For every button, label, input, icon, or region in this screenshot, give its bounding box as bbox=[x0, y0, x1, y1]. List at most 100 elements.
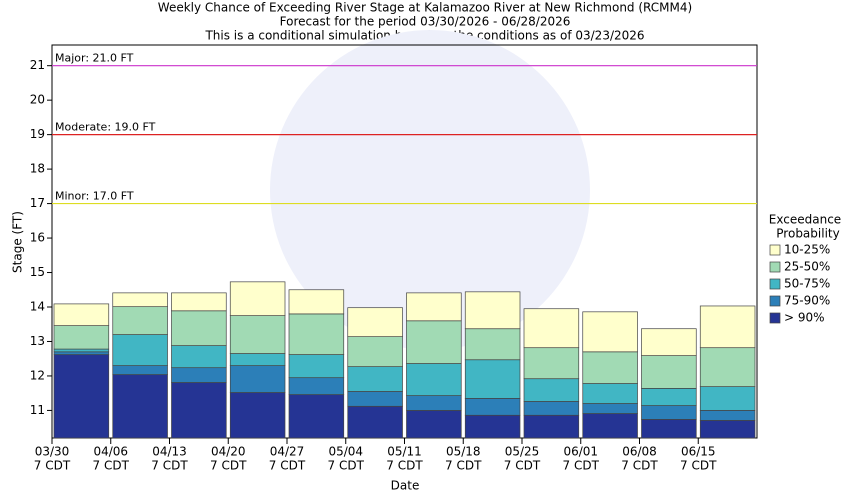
x-tick-sublabel: 7 CDT bbox=[445, 459, 482, 473]
bar-segment bbox=[288, 394, 345, 439]
y-tick-label: 16 bbox=[30, 231, 45, 245]
legend-swatch bbox=[769, 244, 781, 256]
watermark bbox=[270, 30, 590, 350]
x-tick-label: 06/08 bbox=[622, 445, 657, 459]
bar-segment bbox=[699, 386, 756, 411]
x-tick-sublabel: 7 CDT bbox=[621, 459, 658, 473]
legend-swatch bbox=[769, 278, 781, 290]
legend-swatch bbox=[769, 312, 781, 324]
x-tick-label: 06/15 bbox=[681, 445, 716, 459]
bar-segment bbox=[171, 382, 227, 439]
bar-segment bbox=[53, 303, 110, 326]
y-tick-label: 20 bbox=[30, 93, 45, 107]
chart-subtitle: Forecast for the period 03/30/2026 - 06/… bbox=[280, 15, 571, 29]
bar-segment bbox=[171, 310, 227, 346]
bar-segment bbox=[523, 308, 580, 349]
bar-segment bbox=[523, 401, 580, 416]
legend-label: 10-25% bbox=[784, 243, 830, 257]
x-tick-label: 04/13 bbox=[152, 445, 187, 459]
x-axis-label: Date bbox=[391, 479, 420, 493]
bar-segment bbox=[347, 307, 403, 337]
bar-segment bbox=[347, 336, 403, 367]
bar-segment bbox=[699, 305, 756, 349]
bar-segment bbox=[112, 334, 168, 366]
y-tick-label: 14 bbox=[30, 300, 45, 314]
bar-segment bbox=[112, 292, 168, 308]
y-tick-label: 15 bbox=[30, 265, 45, 279]
bar-segment bbox=[464, 414, 521, 439]
bar-segment bbox=[406, 410, 462, 439]
legend-label: > 90% bbox=[784, 311, 825, 325]
x-tick-sublabel: 7 CDT bbox=[269, 459, 306, 473]
bar-segment bbox=[464, 398, 521, 416]
y-tick-label: 13 bbox=[30, 334, 45, 348]
bar-segment bbox=[347, 366, 403, 392]
bar-segment bbox=[699, 420, 756, 439]
bar-segment bbox=[288, 289, 345, 315]
bar-segment bbox=[288, 313, 345, 355]
bar-segment bbox=[641, 405, 697, 420]
x-tick-label: 03/30 bbox=[35, 445, 70, 459]
threshold-label: Major: 21.0 FT bbox=[55, 52, 134, 65]
bar-segment bbox=[523, 414, 580, 439]
bar-segment bbox=[699, 410, 756, 421]
bar-segment bbox=[464, 359, 521, 399]
bar-segment bbox=[406, 395, 462, 411]
bar-segment bbox=[641, 419, 697, 439]
bar-segment bbox=[406, 292, 462, 322]
bar-segment bbox=[582, 351, 638, 384]
bar-segment bbox=[347, 405, 403, 439]
x-tick-label: 04/27 bbox=[270, 445, 305, 459]
legend-label: 25-50% bbox=[784, 260, 830, 274]
y-tick-label: 12 bbox=[30, 368, 45, 382]
bar-segment bbox=[641, 355, 697, 389]
legend-swatch bbox=[769, 295, 781, 307]
x-tick-label: 05/18 bbox=[446, 445, 481, 459]
legend-label: 50-75% bbox=[784, 277, 830, 291]
y-tick-label: 21 bbox=[30, 58, 45, 72]
legend-label: 75-90% bbox=[784, 294, 830, 308]
y-tick-label: 19 bbox=[30, 127, 45, 141]
x-tick-sublabel: 7 CDT bbox=[680, 459, 717, 473]
x-tick-label: 04/20 bbox=[211, 445, 246, 459]
y-tick-label: 17 bbox=[30, 196, 45, 210]
legend-title: Probability bbox=[776, 227, 839, 241]
y-tick-label: 18 bbox=[30, 162, 45, 176]
x-tick-sublabel: 7 CDT bbox=[563, 459, 600, 473]
bar-segment bbox=[229, 315, 286, 354]
bar-segment bbox=[112, 306, 168, 335]
x-tick-sublabel: 7 CDT bbox=[504, 459, 541, 473]
x-tick-label: 06/01 bbox=[563, 445, 598, 459]
bar-segment bbox=[112, 365, 168, 375]
bar-segment bbox=[641, 388, 697, 406]
legend-swatch bbox=[769, 261, 781, 273]
x-tick-sublabel: 7 CDT bbox=[93, 459, 130, 473]
bar-segment bbox=[229, 365, 286, 393]
x-tick-sublabel: 7 CDT bbox=[151, 459, 188, 473]
chart-title: Weekly Chance of Exceeding River Stage a… bbox=[158, 1, 692, 15]
bar-segment bbox=[229, 392, 286, 439]
bar-segment bbox=[582, 413, 638, 439]
bar-segment bbox=[171, 345, 227, 369]
bar-segment bbox=[641, 328, 697, 356]
bar-segment bbox=[464, 291, 521, 330]
bar-segment bbox=[53, 354, 110, 439]
threshold-label: Moderate: 19.0 FT bbox=[55, 121, 156, 134]
y-axis-label: Stage (FT) bbox=[11, 211, 25, 273]
x-tick-label: 04/06 bbox=[93, 445, 128, 459]
bar-segment bbox=[53, 348, 110, 353]
bar-segment bbox=[523, 347, 580, 380]
bar-segment bbox=[53, 351, 110, 355]
x-tick-sublabel: 7 CDT bbox=[386, 459, 423, 473]
bar-segment bbox=[406, 363, 462, 396]
x-tick-label: 05/04 bbox=[328, 445, 363, 459]
bar-segment bbox=[53, 325, 110, 350]
bar-segment bbox=[229, 353, 286, 366]
x-tick-label: 05/25 bbox=[505, 445, 540, 459]
bar-segment bbox=[582, 383, 638, 404]
bar-segment bbox=[288, 354, 345, 379]
bar-segment bbox=[347, 391, 403, 407]
y-tick-label: 11 bbox=[30, 403, 45, 417]
bar-segment bbox=[699, 347, 756, 387]
